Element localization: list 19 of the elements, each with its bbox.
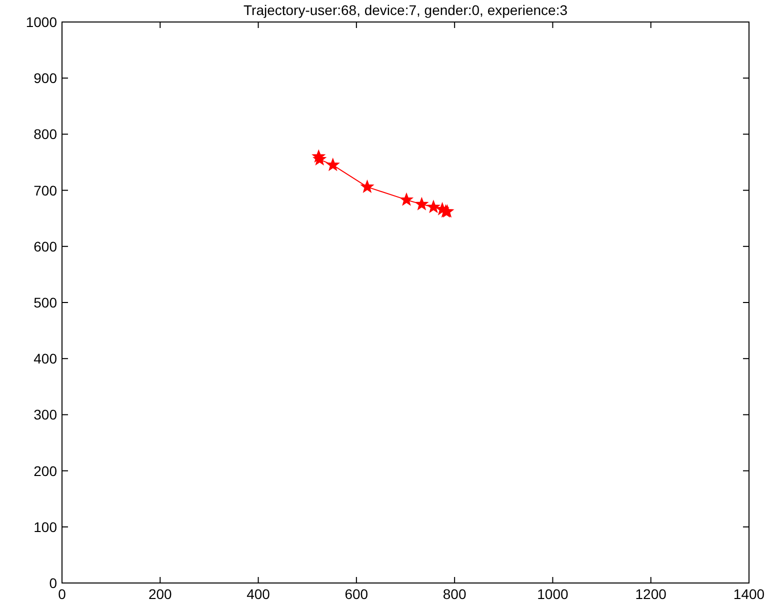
x-tick-label: 1200 xyxy=(635,586,667,602)
y-tick-label: 400 xyxy=(34,350,58,367)
y-tick-label: 500 xyxy=(34,294,58,310)
y-tick-label: 100 xyxy=(34,518,58,535)
x-tick-label: 800 xyxy=(442,586,466,602)
chart-title: Trajectory-user:68, device:7, gender:0, experience:3 xyxy=(244,2,568,18)
y-tick-label: 900 xyxy=(34,70,58,86)
x-tick-label: 600 xyxy=(344,586,368,602)
y-tick-label: 800 xyxy=(34,126,58,142)
y-tick-label: 600 xyxy=(34,238,58,254)
y-tick-label: 700 xyxy=(34,182,58,198)
x-tick-label: 1400 xyxy=(733,586,765,602)
x-tick-label: 200 xyxy=(148,586,172,602)
x-tick-label: 1000 xyxy=(537,586,568,602)
y-tick-label: 1000 xyxy=(26,14,58,30)
y-tick-label: 300 xyxy=(34,406,58,423)
x-tick-label: 400 xyxy=(246,586,270,602)
y-tick-label: 200 xyxy=(34,462,58,479)
y-tick-label: 0 xyxy=(49,575,58,591)
